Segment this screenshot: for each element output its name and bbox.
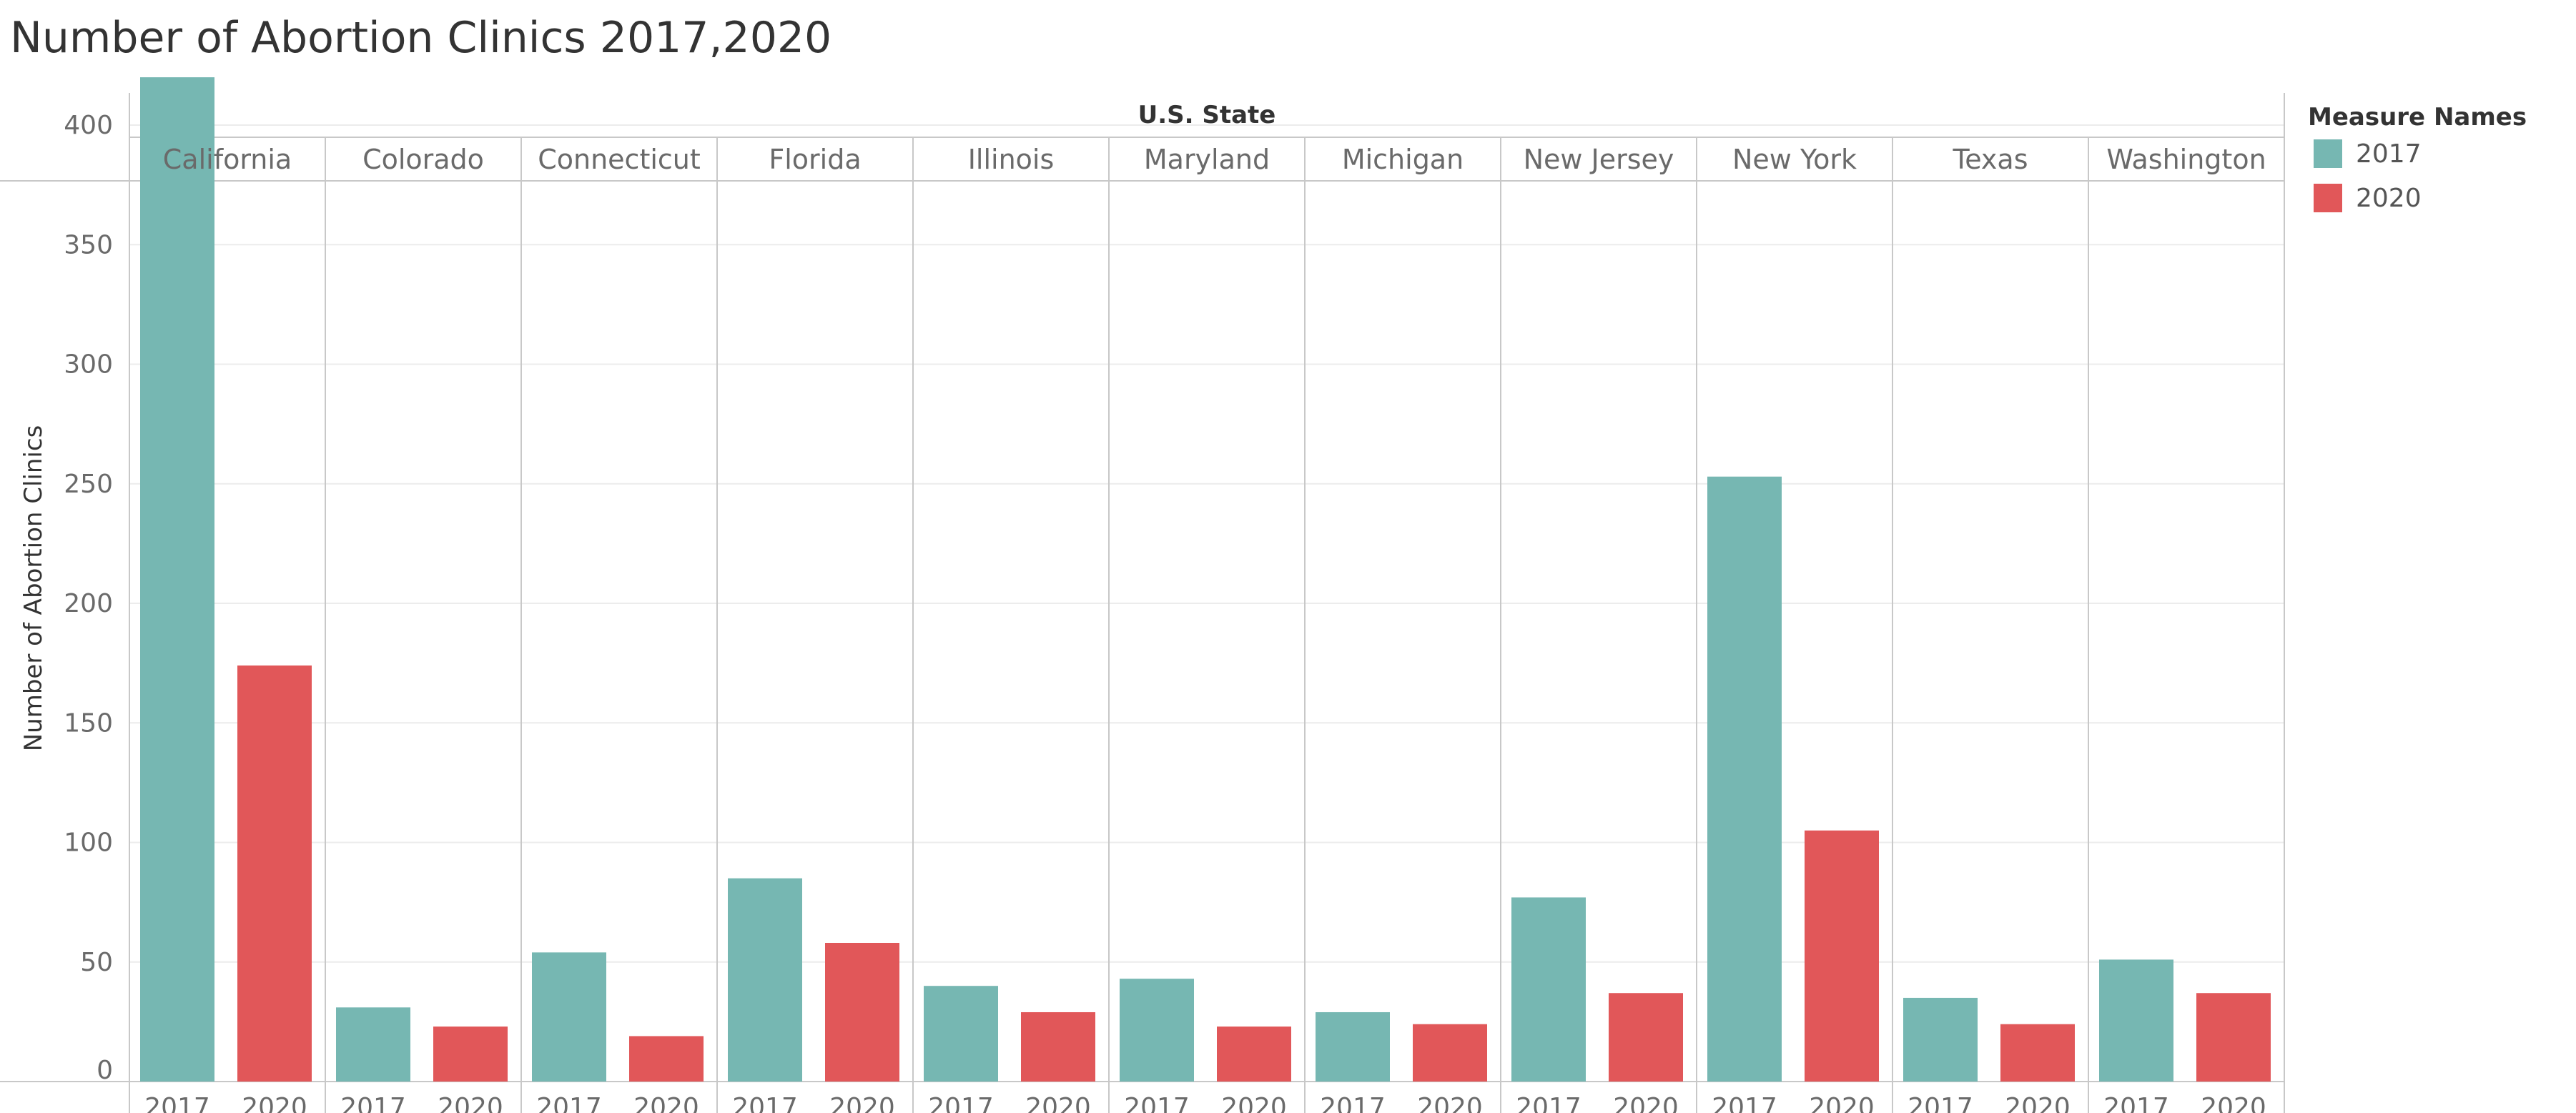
y-tick-label: 100 — [64, 828, 113, 858]
x-tick-label: 2020 — [1221, 1093, 1287, 1113]
y-axis-title: Number of Abortion Clinics — [19, 425, 48, 752]
text-layer: U.S. State Number of Abortion Clinics 0 50 1… — [19, 101, 2266, 1113]
bar — [1707, 476, 1782, 1082]
legend-swatch — [2314, 139, 2342, 168]
x-tick-label: 2017 — [1908, 1093, 1973, 1113]
bar — [1805, 830, 1879, 1082]
bar — [924, 986, 998, 1082]
category-header: Colorado — [362, 144, 484, 175]
x-tick-label: 2020 — [633, 1093, 699, 1113]
x-tick-label: 2020 — [2005, 1093, 2071, 1113]
x-tick-label: 2017 — [1712, 1093, 1777, 1113]
bar — [1609, 993, 1683, 1082]
category-header: New York — [1732, 144, 1857, 175]
bar — [728, 878, 802, 1082]
x-tick-label: 2020 — [829, 1093, 895, 1113]
x-tick-label: 2020 — [1613, 1093, 1679, 1113]
y-tick-label: 400 — [64, 111, 113, 140]
bar — [1120, 979, 1194, 1082]
bar — [1413, 1024, 1487, 1082]
x-tick-label: 2020 — [1417, 1093, 1483, 1113]
category-header: New Jersey — [1524, 144, 1674, 175]
x-tick-label: 2017 — [1516, 1093, 1581, 1113]
y-tick-label: 50 — [80, 948, 113, 977]
y-tick-label: 200 — [64, 589, 113, 618]
category-header: Illinois — [968, 144, 1055, 175]
x-tick-label: 2020 — [242, 1093, 307, 1113]
legend-title: Measure Names — [2308, 103, 2527, 132]
x-tick-label: 2017 — [1320, 1093, 1386, 1113]
x-tick-label: 2020 — [1809, 1093, 1875, 1113]
grid-layer — [129, 124, 2284, 963]
bar — [1217, 1027, 1291, 1082]
bar — [336, 1007, 410, 1082]
bar — [140, 77, 214, 1082]
x-tick-label: 2017 — [732, 1093, 798, 1113]
category-header: Maryland — [1144, 144, 1270, 175]
category-header: Michigan — [1342, 144, 1464, 175]
x-tick-label: 2020 — [1025, 1093, 1091, 1113]
x-tick-label: 2020 — [2201, 1093, 2266, 1113]
x-tick-label: 2017 — [928, 1093, 994, 1113]
y-tick-label: 250 — [64, 470, 113, 499]
bar — [1903, 997, 1978, 1082]
category-header: Florida — [769, 144, 861, 175]
bar — [1511, 897, 1586, 1082]
legend-label: 2020 — [2356, 184, 2422, 213]
y-tick-label: 350 — [64, 230, 113, 259]
x-tick-label: 2017 — [536, 1093, 602, 1113]
category-header: Washington — [2106, 144, 2266, 175]
bar — [2099, 959, 2173, 1082]
y-tick-label: 0 — [97, 1056, 113, 1085]
category-header: Texas — [1952, 144, 2028, 175]
bar — [1021, 1011, 1095, 1082]
y-tick-label: 300 — [64, 350, 113, 380]
bar — [1316, 1011, 1390, 1082]
bar — [629, 1036, 704, 1082]
x-tick-label: 2020 — [438, 1093, 503, 1113]
bar-layer — [140, 77, 2271, 1082]
bar — [825, 942, 899, 1082]
bar — [2196, 993, 2271, 1082]
bar — [2000, 1024, 2075, 1082]
chart-title: Number of Abortion Clinics 2017,2020 — [10, 13, 832, 63]
x-tick-label: 2017 — [2103, 1093, 2169, 1113]
bar — [532, 952, 606, 1082]
x-tick-label: 2017 — [144, 1093, 210, 1113]
legend-swatch — [2314, 184, 2342, 212]
category-header: California — [163, 144, 292, 175]
category-header: Connecticut — [538, 144, 701, 175]
legend-layer: Measure Names 2017 2020 — [2308, 103, 2527, 213]
x-tick-label: 2017 — [1124, 1093, 1190, 1113]
x-tick-label: 2017 — [340, 1093, 406, 1113]
legend-label: 2017 — [2356, 139, 2422, 169]
bar — [433, 1027, 508, 1082]
bar — [237, 665, 312, 1082]
column-header: U.S. State — [1138, 101, 1276, 129]
y-tick-label: 150 — [64, 708, 113, 738]
